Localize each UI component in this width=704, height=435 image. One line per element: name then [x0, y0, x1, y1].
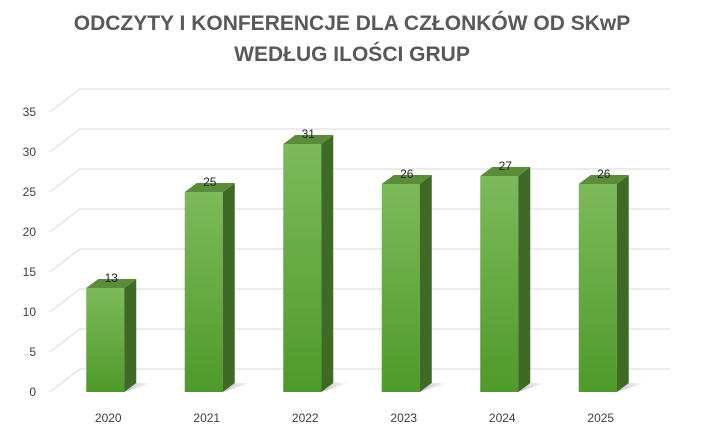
data-label: 25	[203, 175, 217, 189]
bar	[578, 175, 645, 392]
y-tick-label: 5	[29, 345, 36, 359]
data-label: 26	[597, 167, 611, 181]
gridline	[49, 208, 670, 233]
y-tick-label: 15	[23, 265, 37, 279]
y-tick-label: 10	[23, 305, 37, 319]
x-tick-label: 2021	[193, 411, 220, 425]
bars	[86, 135, 645, 392]
bar-side	[321, 135, 334, 392]
gridline	[49, 88, 670, 113]
gridline	[49, 368, 670, 393]
bar-side	[124, 279, 137, 392]
bar-top	[578, 175, 629, 184]
gridline	[49, 168, 670, 193]
bar-front	[283, 144, 322, 392]
bar-front	[86, 288, 125, 392]
gridline	[49, 248, 670, 273]
gridline	[49, 128, 670, 153]
x-tick-label: 2024	[489, 411, 516, 425]
x-tick-label: 2025	[587, 411, 614, 425]
bar	[86, 279, 153, 392]
grid-layer	[49, 88, 670, 393]
gridline	[49, 328, 670, 353]
bar	[381, 175, 448, 392]
y-tick-label: 0	[29, 385, 36, 399]
y-tick-label: 30	[23, 145, 37, 159]
data-label: 27	[499, 159, 513, 173]
chart-title-line2: WEDŁUG ILOŚCI GRUP	[234, 43, 470, 66]
x-tick-label: 2022	[292, 411, 319, 425]
bar-front	[578, 184, 617, 392]
bar-side	[616, 175, 629, 392]
bar-front	[480, 176, 519, 392]
bar-side	[222, 183, 235, 392]
bar-top	[283, 135, 334, 144]
x-tick-label: 2023	[390, 411, 417, 425]
bar-side	[419, 175, 432, 392]
bar-top	[184, 183, 235, 192]
x-axis: 2020 2021 2022 2023 2024 2025	[95, 411, 615, 425]
bar-side	[518, 167, 531, 392]
bar-top	[86, 279, 137, 288]
bar	[283, 135, 350, 392]
data-label: 26	[400, 167, 414, 181]
bar-top	[381, 175, 432, 184]
chart-title-line1: ODCZYTY I KONFERENCJE DLA CZŁONKÓW OD SK…	[73, 12, 631, 35]
gridline	[49, 288, 670, 313]
y-axis: 0 5 10 15 20 25 30 35	[23, 105, 37, 399]
data-labels: 13 25 31 26 27 26	[105, 127, 611, 285]
x-tick-label: 2020	[95, 411, 122, 425]
data-label: 31	[302, 127, 316, 141]
y-tick-label: 35	[23, 105, 37, 119]
data-label: 13	[105, 271, 119, 285]
bar	[184, 183, 251, 392]
bar-front	[184, 192, 223, 392]
bar-front	[381, 184, 420, 392]
bar-top	[480, 167, 531, 176]
y-tick-label: 25	[23, 185, 37, 199]
chart-title: ODCZYTY I KONFERENCJE DLA CZŁONKÓW OD SK…	[0, 8, 704, 70]
y-tick-label: 20	[23, 225, 37, 239]
bar	[480, 167, 547, 392]
